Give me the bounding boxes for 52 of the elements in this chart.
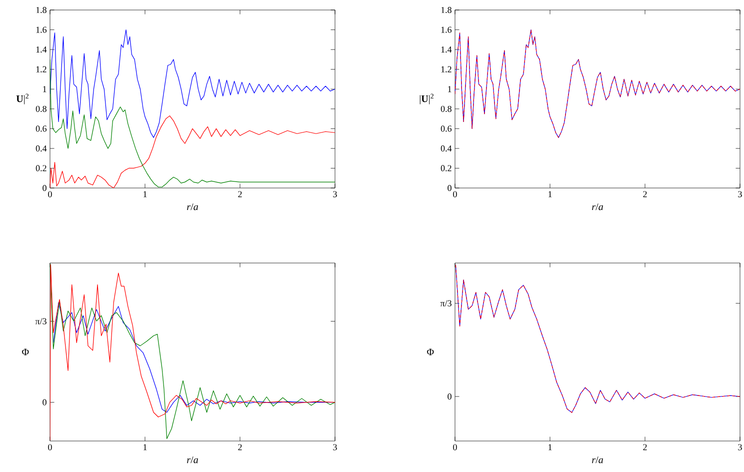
y-tick-label: 0.8 — [440, 106, 452, 112]
x-tick-label: 1 — [144, 191, 147, 198]
line-series — [455, 29, 740, 138]
y-tick-label: 1 — [448, 86, 452, 92]
x-tick-label: 3 — [333, 191, 337, 198]
y-tick-label: 0.8 — [36, 106, 46, 112]
y-axis-title: |U|$^{2}$ — [420, 94, 434, 104]
y-tick-label: π/3 — [35, 318, 46, 324]
y-axis-title: Φ — [427, 348, 434, 356]
y-axis-title: Φ — [22, 348, 29, 356]
y-tick-label: 1.6 — [36, 26, 47, 33]
x-tick-label: 3 — [738, 444, 742, 450]
y-tick-label: 0.6 — [36, 126, 47, 132]
y-tick-label: 1.4 — [36, 46, 47, 53]
x-axis-title: r/a — [592, 203, 603, 210]
y-tick-label: 1.4 — [441, 46, 452, 53]
x-tick-label: 3 — [738, 191, 742, 198]
x-axis-title: r/a — [592, 456, 603, 464]
line-series — [455, 264, 740, 413]
y-tick-label: 1.8 — [441, 6, 452, 14]
y-tick-label: 0 — [42, 399, 46, 406]
x-tick-label: 3 — [333, 444, 337, 450]
y-tick-label: 1.2 — [441, 66, 452, 72]
line-series — [50, 29, 336, 138]
x-tick-label: 2 — [643, 191, 647, 198]
y-tick-label: 0 — [448, 393, 452, 400]
x-tick-label: 0 — [48, 444, 52, 450]
y-tick-label: 1 — [43, 86, 46, 92]
y-tick-label: 1.6 — [441, 26, 452, 33]
y-axis-title: U|$^{2}$ — [16, 94, 28, 104]
y-tick-label: 0.4 — [440, 145, 452, 152]
y-tick-label: 1.8 — [36, 6, 46, 14]
y-tick-label: 0.4 — [36, 145, 47, 152]
x-axis-title: r/a — [187, 203, 198, 210]
x-tick-label: 1 — [144, 444, 147, 450]
x-tick-label: 1 — [548, 444, 552, 450]
x-tick-label: 2 — [238, 191, 242, 198]
x-tick-label: 0 — [453, 191, 457, 198]
x-tick-label: 1 — [548, 191, 552, 198]
x-tick-label: 0 — [453, 444, 457, 450]
y-tick-label: 0 — [42, 184, 46, 192]
x-axis-title: r/a — [187, 456, 198, 464]
y-tick-label: π/3 — [440, 300, 452, 306]
y-tick-label: 1.2 — [36, 66, 46, 72]
x-tick-label: 0 — [48, 191, 52, 198]
line-series — [50, 116, 336, 188]
x-tick-label: 2 — [238, 444, 242, 450]
y-tick-label: 0.2 — [440, 165, 452, 172]
y-tick-label: 0.2 — [36, 165, 46, 172]
x-tick-label: 2 — [643, 444, 647, 450]
y-tick-label: 0.6 — [440, 126, 452, 132]
y-tick-label: 0 — [448, 184, 452, 192]
